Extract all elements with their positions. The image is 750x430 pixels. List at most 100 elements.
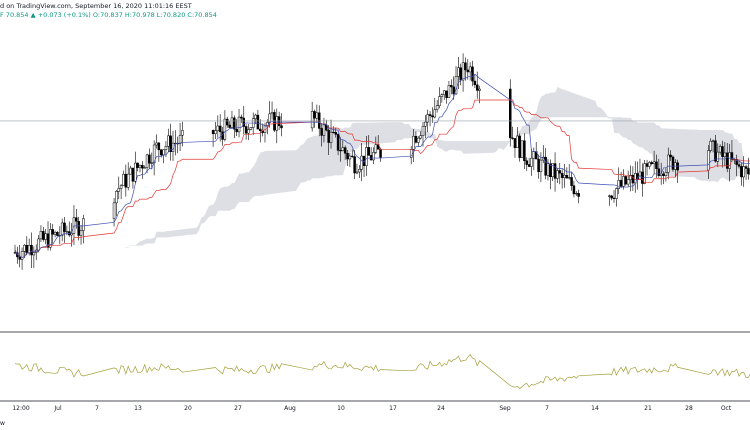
candle (744, 164, 748, 181)
platform-mark: w (0, 420, 5, 427)
candle (32, 246, 36, 268)
candle (77, 216, 80, 241)
candle (256, 109, 260, 130)
candle (417, 136, 420, 147)
candle (608, 194, 611, 206)
candle (542, 145, 545, 164)
candle (565, 167, 569, 179)
candle (152, 140, 156, 176)
candle (572, 180, 576, 198)
candle (551, 163, 554, 182)
candle (240, 114, 243, 123)
candle (610, 194, 613, 201)
candle (42, 226, 45, 242)
candle (320, 123, 323, 147)
candle (424, 115, 427, 139)
candle (176, 136, 179, 154)
candle (226, 116, 229, 128)
candle (343, 145, 347, 160)
candle (612, 190, 616, 203)
candle (126, 162, 130, 191)
candle (251, 112, 255, 136)
candle (155, 134, 158, 149)
candle (412, 129, 415, 163)
candle (365, 135, 368, 176)
candle (516, 127, 519, 148)
time-axis-tick: 7 (95, 405, 99, 412)
candle (553, 152, 557, 192)
candle (51, 224, 54, 245)
candle (171, 130, 175, 161)
candle (221, 126, 224, 146)
candle (60, 218, 64, 242)
candle (254, 113, 257, 125)
candle (435, 100, 439, 113)
candle (315, 104, 319, 123)
candle (450, 79, 453, 95)
candle (468, 62, 472, 81)
time-axis-tick: 7 (545, 405, 549, 412)
candle (518, 133, 521, 162)
time-axis-tick: 24 (437, 405, 445, 412)
candle (360, 143, 363, 182)
time-axis-tick: 12:00 (12, 405, 29, 412)
candle (725, 143, 729, 173)
candle (327, 125, 330, 155)
candle (341, 140, 345, 152)
candle (461, 53, 465, 92)
candle (230, 110, 234, 129)
time-axis-tick: 28 (685, 405, 693, 412)
candle (740, 162, 743, 186)
candle (464, 57, 467, 81)
candle (379, 147, 382, 162)
candle (270, 101, 274, 120)
candle (237, 108, 241, 138)
candle (122, 170, 125, 186)
candle (633, 161, 637, 193)
candle (440, 93, 444, 103)
candle (631, 166, 635, 191)
time-axis-tick: 13 (134, 405, 142, 412)
candle (362, 155, 366, 178)
candle (513, 138, 517, 158)
candle (44, 229, 47, 245)
kijun-line (14, 99, 750, 258)
candle (626, 170, 630, 187)
candle (223, 110, 227, 142)
candle (662, 171, 665, 185)
candle (667, 147, 670, 180)
candle (53, 230, 57, 238)
candle (150, 152, 154, 170)
candle (525, 157, 529, 171)
candle (737, 160, 741, 169)
candle (527, 157, 531, 167)
candle (13, 244, 17, 255)
candle (75, 209, 78, 229)
candle (82, 214, 85, 244)
candle (63, 217, 66, 243)
candle (141, 161, 144, 179)
time-axis-tick: Jul (53, 405, 62, 412)
candle (728, 143, 731, 182)
candle (735, 154, 738, 177)
candle (560, 169, 564, 189)
candle (115, 190, 118, 217)
time-axis-tick: 14 (591, 405, 599, 412)
candle (624, 175, 628, 186)
time-axis-tick: Sep (499, 405, 511, 412)
candle (657, 158, 661, 178)
time-axis-tick: Oct (721, 405, 732, 412)
time-axis-tick: 20 (184, 405, 192, 412)
time-axis[interactable]: 12:00 Jul 7 13 20 27 Aug 10 17 24 Sep 7 14 21 28 Oct (12, 405, 731, 412)
candle (280, 113, 283, 137)
candle (414, 131, 418, 144)
candle (716, 143, 720, 168)
time-axis-tick: 27 (234, 405, 242, 412)
candle (709, 138, 712, 153)
candle (374, 136, 378, 155)
ichimoku-lines (14, 73, 750, 258)
candle (622, 169, 625, 190)
candle (275, 108, 279, 144)
candle (636, 161, 639, 190)
